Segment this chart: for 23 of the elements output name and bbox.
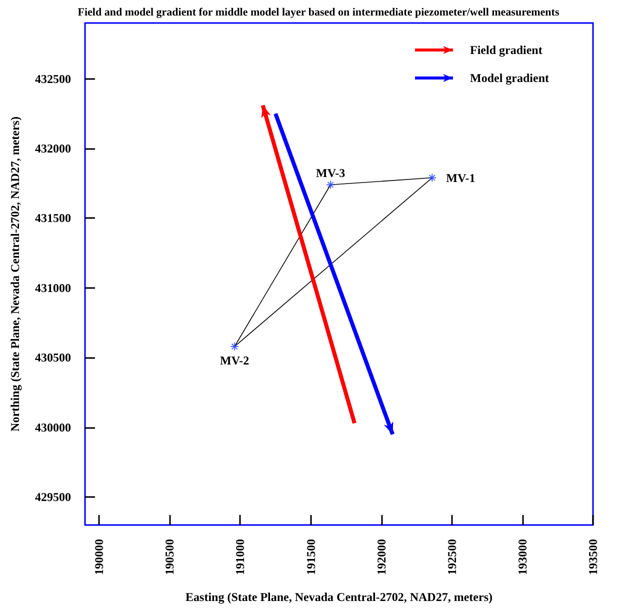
x-tick-label: 192000 [374,539,388,575]
legend-label: Model gradient [470,71,549,85]
annotation: MV-1 [446,170,476,185]
y-tick-label: 429500 [35,490,71,504]
x-axis-title: Easting (State Plane, Nevada Central-2702, NAD27, meters) [186,590,492,604]
chart-title: Field and model gradient for middle model layer based on intermediate piezometer/well measurements [78,6,560,18]
x-tick-label: 191000 [233,539,248,575]
y-tick-label: 431500 [35,211,71,226]
y-tick-label: 432000 [35,142,71,156]
x-tick-label: 190500 [162,539,177,575]
x-tick-label: 190000 [92,539,106,575]
x-tick-label: 191500 [304,539,318,575]
y-tick-label: 430000 [35,420,71,434]
annotation: MV-2 [220,354,250,368]
legend-label: Field gradient [470,43,542,57]
y-tick-label: 431000 [35,280,71,295]
x-tick-label: 192500 [444,539,459,575]
annotation: MV-3 [316,166,346,180]
x-tick-label: 193000 [515,539,530,575]
y-axis-title: Northing (State Plane, Nevada Central-2702, NAD27, meters) [8,116,22,432]
y-tick-label: 432500 [35,72,71,86]
x-tick-label: 193500 [586,539,600,575]
y-tick-label: 430500 [35,350,71,365]
